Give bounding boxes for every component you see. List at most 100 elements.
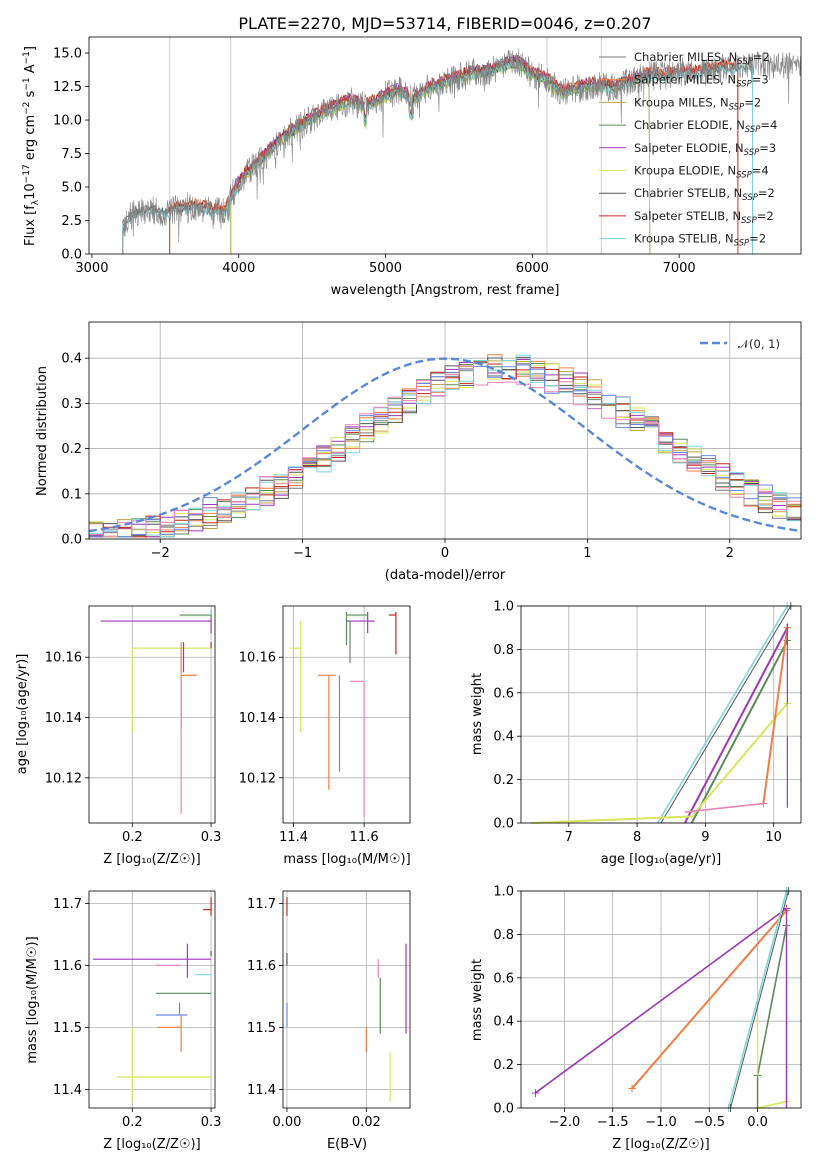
legend-n: N <box>736 118 745 132</box>
age-z-ytick-label: 10.16 <box>45 651 82 666</box>
legend-nssp: 4 <box>761 164 768 178</box>
mw-age-xtick-label: 7 <box>565 830 573 845</box>
mw-z-xtick-label: −1.5 <box>597 1115 629 1130</box>
mw-z-xtick-label: 0.0 <box>747 1115 768 1130</box>
spectrum-ylabel-part: −2 <box>22 102 32 115</box>
legend-nssp: 2 <box>759 232 766 246</box>
legend-eq: = <box>749 232 759 246</box>
spectrum-ylabel-part: s <box>23 90 38 101</box>
legend-n: N <box>727 73 736 87</box>
errbar-salpeter-stelib <box>388 612 397 655</box>
mass-vs-extinction-panel: 0.00 0.02 11.4 11.5 11.6 11.7 E(B-V) <box>247 890 411 1152</box>
mw-z-ytick-label: 0.6 <box>493 971 514 986</box>
spectrum-ytick-label: 15.0 <box>53 47 82 62</box>
spectrum-xtick-label: 7000 <box>663 261 696 276</box>
spectrum-ylabel-part: erg cm <box>23 115 38 164</box>
mw-z-xtick-label: −1.0 <box>645 1115 677 1130</box>
mass-z-xtick-label: 0.3 <box>201 1115 222 1130</box>
errbar-kroupa-elodie <box>131 647 212 733</box>
age-mass-xtick-label: 11.4 <box>279 830 308 845</box>
legend-nssp: 2 <box>766 209 773 223</box>
errbar-chabrier-elodie <box>345 612 368 646</box>
legend-name: Chabrier STELIB <box>634 186 726 200</box>
mass-z-xtick-label: 0.2 <box>122 1115 143 1130</box>
legend-name: Salpeter MILES <box>634 73 720 87</box>
histogram-xtick-label: −2 <box>151 546 170 561</box>
legend-subscript: SSP <box>741 216 757 226</box>
legend-sep: , <box>718 232 725 246</box>
mw-z-line-chabrier-stelib <box>730 890 789 1109</box>
legend-sep: , <box>726 186 733 200</box>
mw-age-xtick-label: 10 <box>765 830 782 845</box>
mw-z-line-salpeter-elodie <box>535 907 787 1094</box>
mw-age-ytick-label: 0.4 <box>493 730 514 745</box>
mw-age-line-salpeter-miles <box>762 627 789 804</box>
legend-n: N <box>732 209 741 223</box>
spectrum-ytick-label: 0.0 <box>61 248 82 263</box>
spectrum-xlabel: wavelength [Angstrom, rest frame] <box>331 283 560 298</box>
legend-name: Kroupa STELIB <box>634 232 718 246</box>
mw-z-ytick-label: 0.0 <box>493 1102 514 1117</box>
histogram-ytick-label: 0.2 <box>61 442 82 457</box>
mw-age-ytick-label: 0.2 <box>493 773 514 788</box>
mw-age-line-chabrier-stelib <box>660 605 792 824</box>
legend-entry: Chabrier ELODIE, NSSP=4 <box>634 118 777 135</box>
age-z-ylabel: age [log₁₀(age/yr)] <box>15 654 30 775</box>
age-mass-axes-frame <box>282 605 411 824</box>
spectrum-xtick-label: 3000 <box>75 261 108 276</box>
mw-z-ytick-label: 0.4 <box>493 1015 514 1030</box>
legend-subscript: SSP <box>742 193 758 203</box>
legend-nssp: 2 <box>763 50 770 64</box>
errbar-chabrier-elodie <box>179 612 212 619</box>
legend-eq: = <box>744 95 754 109</box>
age-mass-xtick-label: 11.6 <box>350 830 379 845</box>
age-mass-ytick-label: 10.14 <box>239 711 276 726</box>
legend-n: N <box>734 186 743 200</box>
mass-ebv-ytick-label: 11.6 <box>247 959 276 974</box>
legend-sep: , <box>713 95 720 109</box>
legend-nssp: 3 <box>769 141 776 155</box>
legend-nssp: 4 <box>770 118 777 132</box>
mw-age-ylabel: mass weight <box>470 673 485 755</box>
mass-z-xlabel: Z [log₁₀(Z/Z☉)] <box>103 1137 200 1152</box>
histogram-xtick-label: 1 <box>583 546 591 561</box>
mw-z-line-kroupa-elodie <box>757 1100 787 1109</box>
histogram-xlabel: (data-model)/error <box>385 568 506 583</box>
mass-ebv-xlabel: E(B-V) <box>327 1137 367 1152</box>
mass-z-ylabel: mass [log₁₀(M/M☉)] <box>25 936 40 1063</box>
legend-n: N <box>735 141 744 155</box>
histogram-xtick-label: 0 <box>441 546 449 561</box>
errbar-salpeter-elodie <box>100 609 212 634</box>
mw-age-ytick-label: 0.0 <box>493 817 514 832</box>
legend-nssp: 2 <box>768 186 775 200</box>
legend-subscript: SSP <box>729 102 745 112</box>
histogram-ylabel: Normed distribution <box>35 366 50 496</box>
spectrum-ytick-label: 5.0 <box>61 181 82 196</box>
errbar-kroupa-elodie <box>290 621 302 733</box>
mw-age-ytick-label: 0.8 <box>493 643 514 658</box>
legend-sep: , <box>721 50 728 64</box>
errbar-kroupa-elodie <box>116 1027 212 1102</box>
spectrum-ylabel-part: ] <box>23 46 38 51</box>
legend-name: Kroupa MILES <box>634 95 713 109</box>
mw-z-xtick-label: −0.5 <box>693 1115 725 1130</box>
legend-eq: = <box>752 164 762 178</box>
legend-sep: , <box>729 118 736 132</box>
legend-n: N <box>729 50 738 64</box>
mw-age-line-kroupa-elodie <box>531 702 789 824</box>
errbar-salpeter-miles <box>318 674 336 790</box>
legend-subscript: SSP <box>737 57 753 67</box>
mass-z-axes-frame <box>88 890 216 1109</box>
mw-age-line-chabrier-elodie <box>690 640 789 824</box>
mw-age-ytick-label: 0.6 <box>493 686 514 701</box>
spectrum-xtick-label: 6000 <box>516 261 549 276</box>
mw-age-line-salpeter-elodie <box>684 627 789 824</box>
mass-ebv-xtick-label: 0.00 <box>272 1115 301 1130</box>
spectrum-ylabel-part: Flux [f <box>23 205 38 246</box>
legend-entry: Chabrier MILES, NSSP=2 <box>634 50 770 67</box>
histogram-ytick-label: 0.0 <box>61 533 82 548</box>
legend-entry: Salpeter STELIB, NSSP=2 <box>634 209 774 226</box>
legend-n: N <box>727 164 736 178</box>
